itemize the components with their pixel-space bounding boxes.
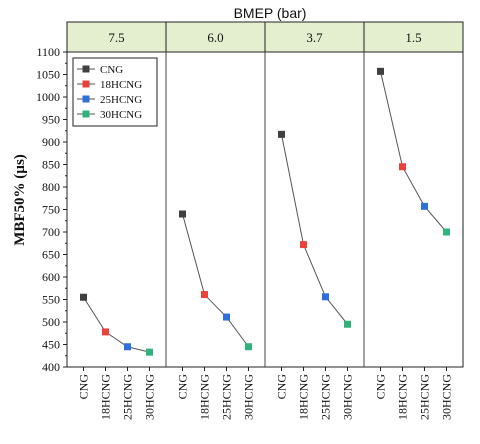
group-axis-title: BMEP (bar) <box>234 5 307 21</box>
x-tick-label: CNG <box>176 374 190 400</box>
x-tick-label: 25HCNG <box>319 374 333 420</box>
x-tick-label: CNG <box>275 374 289 400</box>
data-point <box>223 313 230 321</box>
panel-header <box>66 21 167 53</box>
panel-header-label: 1.5 <box>405 30 421 45</box>
series-line <box>380 71 447 233</box>
legend-label: 25HCNG <box>100 94 142 106</box>
data-point <box>146 348 153 356</box>
x-tick-label: 25HCNG <box>121 374 135 420</box>
x-tick-label: 18HCNG <box>99 374 113 420</box>
legend-marker <box>82 95 90 103</box>
y-tick-label: 900 <box>42 135 60 149</box>
data-point <box>201 291 208 299</box>
y-tick-label: 800 <box>42 180 60 194</box>
x-tick-label: 30HCNG <box>143 374 157 420</box>
panel-headers: 7.5 6.0 3.7 1.5 <box>66 21 464 53</box>
x-tick-label: 18HCNG <box>297 374 311 420</box>
data-point <box>278 130 285 138</box>
data-point <box>300 241 307 249</box>
y-axis: 400 450 500 550 600 650 700 750 800 850 900 950 1000… <box>36 45 67 374</box>
panel-header <box>165 21 266 53</box>
data-point <box>245 343 252 351</box>
y-axis-label: MBF50% (µs) <box>12 154 28 246</box>
data-point <box>80 293 87 301</box>
y-tick-label: 400 <box>42 360 60 374</box>
legend-label: 18HCNG <box>100 79 142 91</box>
data-point <box>124 343 131 351</box>
x-tick-label: 18HCNG <box>198 374 212 420</box>
panel-header <box>264 21 365 53</box>
series-line <box>182 213 249 348</box>
legend-label: CNG <box>100 64 123 76</box>
y-tick-label: 1100 <box>36 45 60 59</box>
y-tick-label: 850 <box>42 158 60 172</box>
x-tick-label: 25HCNG <box>418 374 432 420</box>
x-tick-label: 25HCNG <box>220 374 234 420</box>
x-tick-label: 30HCNG <box>440 374 454 420</box>
legend-marker <box>82 80 90 88</box>
series-line <box>281 134 348 325</box>
data-point <box>102 328 109 336</box>
x-tick-label: 30HCNG <box>242 374 256 420</box>
legend-marker <box>82 65 90 73</box>
data-point <box>322 293 329 301</box>
y-tick-label: 700 <box>42 225 60 239</box>
x-tick-label: 30HCNG <box>341 374 355 420</box>
x-axis: CNG 18HCNG 25HCNG 30HCNG CNG 18HCNG 25HCNG 30HC… <box>77 367 454 420</box>
panel-header <box>363 21 464 53</box>
x-tick-label: CNG <box>77 374 91 400</box>
series-line <box>83 296 150 353</box>
data-point <box>179 210 186 218</box>
data-point <box>443 228 450 236</box>
data-point <box>344 320 351 328</box>
y-tick-label: 750 <box>42 203 60 217</box>
panel-header-label: 3.7 <box>306 30 323 45</box>
data-point <box>399 163 406 171</box>
panel-header-label: 6.0 <box>207 30 223 45</box>
x-tick-label: 18HCNG <box>396 374 410 420</box>
y-tick-label: 1000 <box>36 90 60 104</box>
x-tick-label: CNG <box>374 374 388 400</box>
y-tick-label: 550 <box>42 293 60 307</box>
y-tick-label: 650 <box>42 248 60 262</box>
data-point <box>421 202 428 210</box>
legend-label: 30HCNG <box>100 109 142 121</box>
data-point <box>377 67 384 75</box>
y-tick-label: 500 <box>42 315 60 329</box>
legend-marker <box>82 110 90 118</box>
y-tick-label: 600 <box>42 270 60 284</box>
y-tick-label: 1050 <box>36 68 60 82</box>
legend: CNG 18HCNG 25HCNG 30HCNG <box>72 57 158 127</box>
panel-header-label: 7.5 <box>108 30 124 45</box>
y-tick-label: 450 <box>42 338 60 352</box>
y-tick-label: 950 <box>42 113 60 127</box>
